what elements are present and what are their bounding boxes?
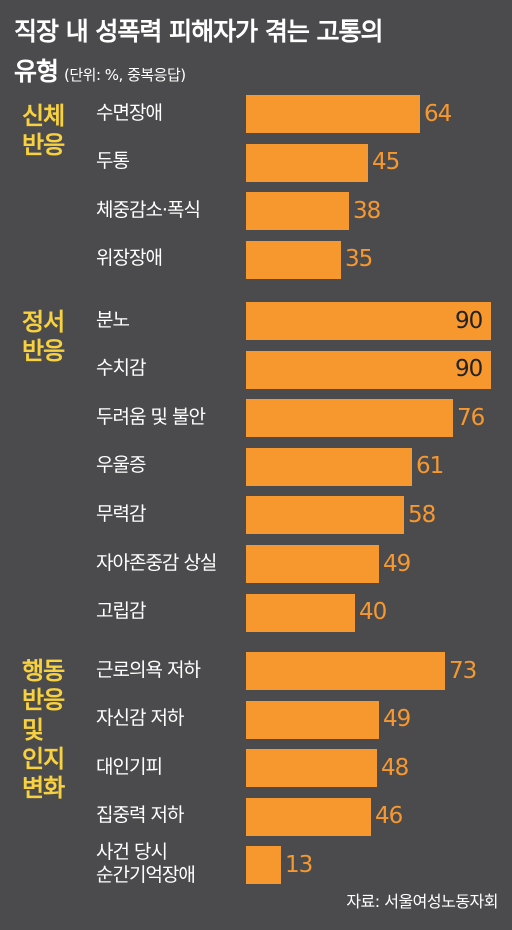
bar	[246, 749, 377, 788]
bar	[246, 652, 445, 690]
group-label-line: 반응	[22, 337, 65, 366]
bar	[246, 797, 371, 836]
category-label: 무력감	[96, 502, 146, 525]
title-line-2: 유형 (단위: %, 중복응답)	[14, 52, 186, 88]
group-label-2: 행동 반응 및 인지 변화	[22, 657, 65, 803]
value-label: 73	[449, 657, 477, 684]
group-label-line: 반응	[22, 686, 65, 715]
group-label-line: 및	[22, 715, 44, 744]
value-label: 40	[359, 599, 387, 626]
value-label: 45	[372, 149, 400, 176]
value-label: 46	[375, 803, 403, 830]
value-label: 90	[455, 307, 483, 334]
source-note: 자료: 서울여성노동자회	[346, 892, 498, 911]
bar	[246, 496, 404, 535]
value-label: 76	[457, 404, 485, 431]
value-label: 38	[353, 197, 381, 224]
bar	[246, 545, 379, 583]
value-label: 61	[416, 453, 444, 480]
category-label: 우울증	[96, 454, 146, 477]
value-label: 35	[345, 246, 373, 273]
category-label: 집중력 저하	[96, 804, 184, 827]
group-label-line: 행동	[22, 657, 65, 685]
value-label: 49	[383, 550, 411, 577]
value-label: 13	[285, 851, 313, 878]
bar	[246, 593, 355, 632]
group-label-1: 정서 반응	[22, 308, 65, 367]
category-label: 근로의욕 저하	[96, 658, 201, 681]
category-label: 수치감	[96, 357, 146, 380]
value-label: 90	[455, 356, 483, 383]
group-label-0: 신체 반응	[22, 102, 65, 161]
chart-title-continued: 유형	[14, 57, 59, 86]
category-label: 자아존중감 상실	[96, 551, 217, 574]
value-label: 58	[408, 501, 436, 528]
group-label-line: 정서	[22, 308, 65, 336]
category-label: 위장장애	[96, 247, 163, 270]
category-label: 수면장애	[96, 101, 163, 124]
category-label: 두통	[96, 150, 130, 173]
group-label-line: 신체	[22, 102, 65, 130]
chart-subtitle: (단위: %, 중복응답)	[64, 66, 186, 84]
bar	[246, 192, 349, 231]
category-label: 체중감소·폭식	[96, 198, 201, 221]
category-label: 사건 당시 순간기억장애	[96, 841, 196, 887]
bar	[246, 302, 491, 340]
category-label: 대인기피	[96, 755, 163, 778]
category-label: 두려움 및 불안	[96, 405, 206, 428]
bar	[246, 700, 379, 739]
value-label: 48	[381, 754, 409, 781]
bar	[246, 240, 341, 279]
bar	[246, 95, 420, 133]
value-label: 64	[424, 100, 452, 127]
group-label-line: 반응	[22, 131, 65, 160]
bar	[246, 143, 368, 182]
bar	[246, 447, 412, 486]
bar	[246, 846, 281, 885]
bar	[246, 399, 453, 438]
category-label: 고립감	[96, 600, 146, 623]
category-label: 자신감 저하	[96, 707, 184, 730]
value-label: 49	[383, 706, 411, 733]
chart-title: 직장 내 성폭력 피해자가 겪는 고통의	[14, 17, 384, 46]
group-label-line: 인지	[22, 744, 65, 773]
bar	[246, 350, 491, 389]
category-label: 분노	[96, 308, 130, 331]
group-label-line: 변화	[22, 774, 65, 803]
